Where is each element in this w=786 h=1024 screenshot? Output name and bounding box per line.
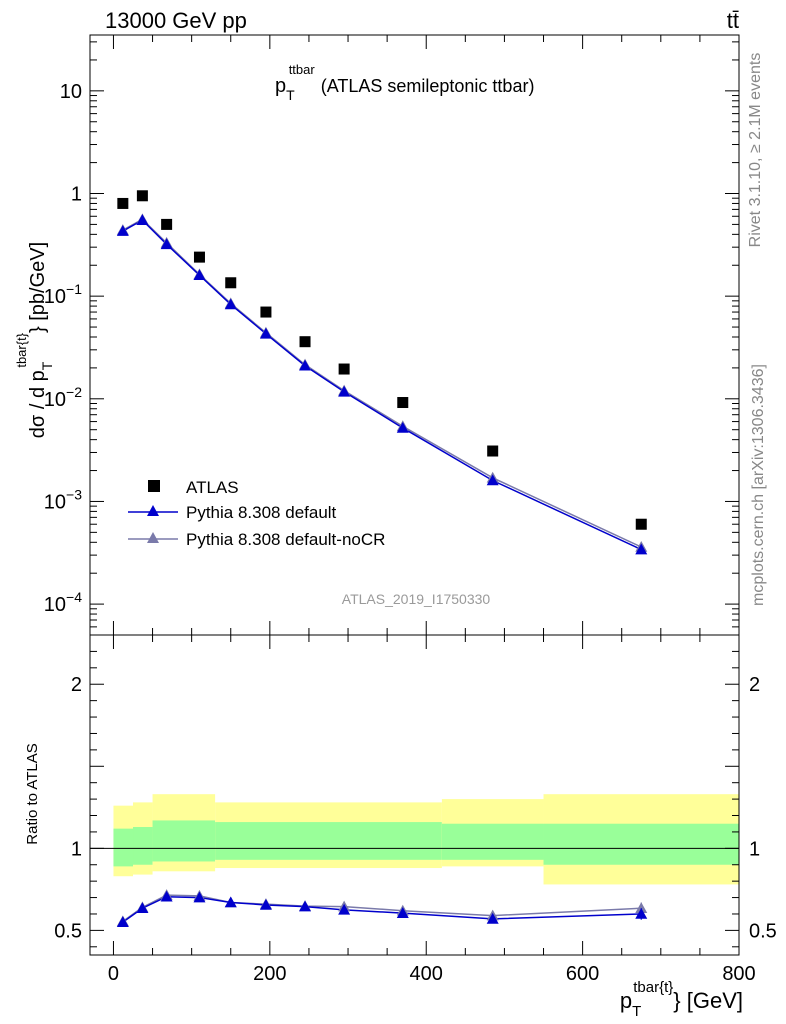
top-series-point	[116, 225, 129, 236]
ratio-series-point	[396, 907, 409, 918]
ratio-series-point	[193, 891, 206, 903]
header-right-text: tt̄	[727, 8, 739, 33]
x-label-sup: tbar{t}	[633, 979, 673, 996]
y-tick-label-top: 10−2	[44, 384, 82, 411]
atlas-data-point	[225, 277, 237, 289]
axis-ticks: 10 1 10−1 10−2 10−3 10−4 0.5 0.5 1 1 2 2 0 200 400 600 8…	[44, 35, 777, 985]
ratio-series-point	[136, 902, 149, 914]
y-label-top-sub: T	[39, 361, 55, 370]
y-axis-label-top: dσ / d pTtbar{t}} [pb/GeV]	[14, 242, 55, 438]
ratio-band-inner	[543, 823, 739, 865]
y-tick-label-ratio-right: 2	[749, 674, 760, 696]
header-left-text: 13000 GeV pp	[105, 8, 247, 33]
top-series-point	[259, 327, 272, 339]
top-series-point	[338, 385, 351, 397]
ratio-series-point	[160, 890, 173, 902]
y-label-top-pre: dσ / d p	[27, 370, 49, 438]
atlas-data-point	[299, 336, 311, 348]
atlas-data-point	[161, 218, 173, 230]
side-text-rivet: Rivet 3.1.10, ≥ 2.1M events	[747, 53, 764, 248]
y-tick-label-ratio-right: 1	[749, 838, 760, 860]
top-series-point	[396, 421, 409, 433]
y-tick-label-ratio: 2	[71, 674, 82, 696]
data-markers	[116, 190, 648, 927]
atlas-data-point	[487, 445, 499, 457]
analysis-id: ATLAS_2019_I1750330	[342, 591, 491, 607]
legend: ATLAS Pythia 8.308 default Pythia 8.308 …	[128, 478, 385, 549]
top-series-point	[193, 269, 206, 280]
y-tick-label-ratio: 0.5	[54, 920, 82, 942]
plot-title-main: p	[275, 75, 286, 97]
y-tick-label-ratio-right: 0.5	[749, 920, 777, 942]
atlas-data-point	[193, 251, 205, 263]
top-series-point	[224, 298, 237, 310]
atlas-data-point	[635, 518, 647, 530]
ratio-band-inner	[113, 828, 134, 867]
y-tick-label-top: 10	[60, 81, 82, 103]
ratio-series-point	[635, 907, 648, 919]
x-tick-label: 400	[410, 963, 443, 985]
ratio-band-inner	[133, 827, 153, 865]
y-tick-label-top: 10−3	[44, 486, 82, 513]
y-label-top-sup: tbar{t}	[14, 332, 29, 367]
ratio-band-inner	[441, 823, 544, 860]
x-tick-label: 800	[722, 963, 755, 985]
ratio-series-point	[338, 903, 351, 915]
top-series-point	[486, 474, 499, 486]
top-series-point	[136, 214, 149, 225]
x-label-main: p	[620, 988, 632, 1013]
y-axis-label-bottom: Ratio to ATLAS	[24, 743, 41, 844]
y-tick-label-top: 1	[71, 183, 82, 205]
atlas-data-point	[397, 397, 409, 409]
plot-title-sup: ttbar	[289, 62, 316, 77]
y-tick-label-top: 10−4	[44, 589, 82, 616]
x-label-sub: T	[632, 1003, 641, 1020]
atlas-data-point	[136, 190, 148, 202]
plot-title: pTttbar (ATLAS semileptonic ttbar)	[275, 62, 534, 103]
legend-label-atlas: ATLAS	[186, 478, 239, 497]
legend-label-nocr: Pythia 8.308 default-noCR	[186, 530, 385, 549]
legend-label-default: Pythia 8.308 default	[186, 503, 337, 522]
ratio-series-point	[259, 898, 272, 910]
y-label-top-post: } [pb/GeV]	[27, 242, 49, 333]
side-text-mcplots: mcplots.cern.ch [arXiv:1306.3436]	[750, 364, 767, 606]
ratio-series-point	[635, 902, 648, 914]
legend-marker-default	[147, 505, 159, 516]
ratio-series-point	[486, 912, 499, 924]
top-series-point	[635, 543, 648, 555]
ratio-series-point	[224, 896, 237, 908]
atlas-data-point	[117, 197, 129, 209]
top-series-point	[160, 238, 173, 250]
x-tick-label: 200	[253, 963, 286, 985]
ratio-band-inner	[215, 822, 442, 860]
y-tick-label-top: 10−1	[44, 281, 82, 308]
x-label-post: } [GeV]	[673, 988, 743, 1013]
panel-frames	[89, 34, 740, 956]
top-series-point	[299, 359, 312, 371]
ratio-series-point	[299, 900, 312, 912]
plot-title-sub: T	[286, 87, 295, 103]
x-tick-label: 0	[108, 963, 119, 985]
ratio-band-inner	[152, 820, 216, 862]
plot-title-rest: (ATLAS semileptonic ttbar)	[321, 76, 535, 96]
x-tick-label: 600	[566, 963, 599, 985]
ratio-panel-frame	[89, 634, 740, 956]
y-tick-label-ratio: 1	[71, 838, 82, 860]
x-axis-label: pTtbar{t}} [GeV]	[620, 979, 743, 1020]
legend-marker-atlas	[148, 480, 160, 492]
ratio-series-point	[116, 916, 129, 927]
atlas-data-point	[338, 363, 350, 375]
atlas-data-point	[260, 306, 272, 318]
ratio-bands	[113, 794, 739, 885]
legend-marker-nocr	[147, 532, 159, 543]
